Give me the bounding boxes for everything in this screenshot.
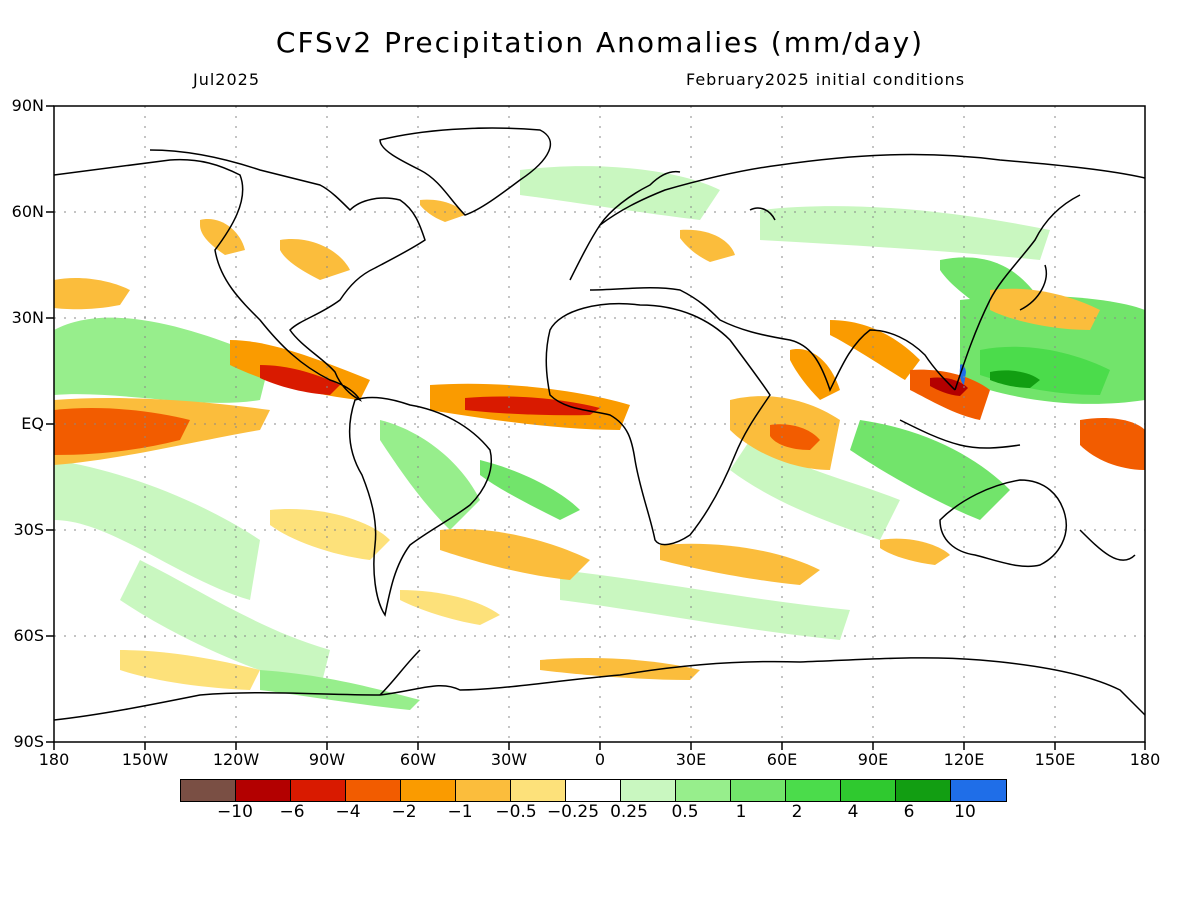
lon-label: 30W — [490, 750, 528, 769]
colorbar-box — [566, 780, 621, 801]
anomaly-patch — [120, 650, 260, 690]
lat-label: 90N — [11, 96, 44, 115]
anomaly-patch — [990, 370, 1040, 388]
colorbar-box — [786, 780, 841, 801]
lat-label: EQ — [21, 414, 44, 433]
anomaly-patch — [930, 377, 968, 396]
anomaly-patch — [990, 288, 1100, 330]
anomaly-patch — [280, 239, 350, 280]
colorbar-label: 6 — [903, 802, 915, 822]
lat-label: 30S — [13, 520, 44, 539]
initial-conditions: February2025 initial conditions — [686, 70, 966, 89]
lon-label: 180 — [1129, 750, 1161, 769]
forecast-month: Jul2025 — [193, 70, 261, 89]
colorbar-box — [291, 780, 346, 801]
colorbar-label: −10 — [217, 802, 253, 822]
map-title: CFSv2 Precipitation Anomalies (mm/day) — [275, 26, 925, 59]
lon-label: 90W — [308, 750, 346, 769]
coastlines — [54, 127, 1145, 721]
anomaly-patch — [420, 199, 465, 222]
lon-label: 60W — [399, 750, 437, 769]
colorbar-label: 4 — [847, 802, 859, 822]
anomaly-patch — [660, 543, 820, 585]
colorbar-label: 2 — [791, 802, 803, 822]
lat-label: 60S — [13, 626, 44, 645]
lon-label: 60E — [766, 750, 798, 769]
anomaly-patch — [730, 440, 900, 540]
anomaly-patch — [770, 424, 820, 450]
colorbar — [180, 779, 1007, 802]
anomaly-patch — [540, 658, 700, 680]
colorbar-box — [951, 780, 1006, 801]
anomaly-field — [54, 166, 1145, 710]
anomaly-patch — [270, 509, 390, 560]
colorbar-box — [896, 780, 951, 801]
colorbar-label: 10 — [954, 802, 976, 822]
colorbar-label: 0.5 — [671, 802, 699, 822]
colorbar-box — [621, 780, 676, 801]
anomaly-patch — [790, 349, 840, 400]
colorbar-box — [401, 780, 456, 801]
colorbar-label: −4 — [335, 802, 361, 822]
anomaly-patch — [880, 538, 950, 565]
lat-label: 60N — [11, 202, 44, 221]
lon-label: 120W — [212, 750, 260, 769]
anomaly-patch — [120, 560, 330, 690]
colorbar-box — [731, 780, 786, 801]
lon-label: 150W — [121, 750, 169, 769]
anomaly-patch — [260, 365, 340, 395]
colorbar-label: −1 — [447, 802, 473, 822]
anomaly-patch — [54, 278, 130, 310]
colorbar-label: −2 — [391, 802, 417, 822]
anomaly-patch — [680, 229, 735, 262]
lon-label: 0 — [594, 750, 606, 769]
axis-ticks — [46, 105, 1146, 750]
colorbar-box — [511, 780, 566, 801]
lat-label: 90S — [13, 732, 44, 751]
lon-label: 120E — [943, 750, 985, 769]
colorbar-label: −0.5 — [495, 802, 537, 822]
anomaly-patch — [380, 420, 480, 530]
colorbar-box — [676, 780, 731, 801]
colorbar-label: −6 — [279, 802, 305, 822]
colorbar-label: −0.25 — [546, 802, 600, 822]
anomaly-patch — [200, 219, 245, 255]
lon-label: 180 — [38, 750, 70, 769]
anomaly-patch — [400, 590, 500, 625]
colorbar-box — [456, 780, 511, 801]
anomaly-patch — [830, 320, 920, 380]
anomaly-patch — [54, 460, 260, 600]
anomaly-patch — [850, 420, 1010, 520]
lon-label: 30E — [675, 750, 707, 769]
colorbar-box — [346, 780, 401, 801]
anomaly-patch — [560, 570, 850, 640]
anomaly-patch — [54, 317, 270, 403]
colorbar-label: 0.25 — [610, 802, 648, 822]
anomaly-patch — [465, 396, 600, 416]
anomaly-patch — [520, 166, 720, 220]
colorbar-box — [236, 780, 291, 801]
anomaly-patch — [260, 670, 420, 710]
anomaly-patch — [54, 408, 190, 455]
graticule — [54, 106, 1145, 742]
colorbar-box — [841, 780, 896, 801]
colorbar-box — [181, 780, 236, 801]
lon-label: 90E — [857, 750, 889, 769]
lon-label: 150E — [1034, 750, 1076, 769]
colorbar-label: 1 — [735, 802, 747, 822]
anomaly-patch — [760, 206, 1050, 260]
anomaly-patch — [440, 529, 590, 580]
anomaly-patch — [1080, 418, 1145, 470]
anomaly-patch — [480, 460, 580, 520]
lat-label: 30N — [11, 308, 44, 327]
